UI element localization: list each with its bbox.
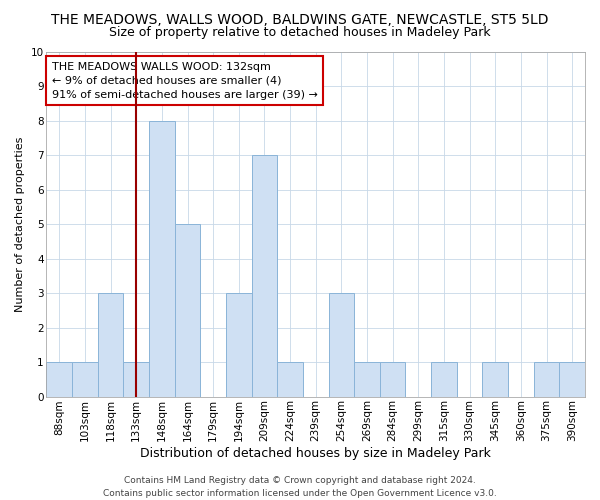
Bar: [329, 293, 354, 397]
Bar: [251, 155, 277, 396]
Bar: [149, 120, 175, 396]
Y-axis label: Number of detached properties: Number of detached properties: [15, 136, 25, 312]
Text: THE MEADOWS WALLS WOOD: 132sqm
← 9% of detached houses are smaller (4)
91% of se: THE MEADOWS WALLS WOOD: 132sqm ← 9% of d…: [52, 62, 318, 100]
Bar: [431, 362, 457, 396]
Bar: [98, 293, 124, 397]
Bar: [559, 362, 585, 396]
Bar: [534, 362, 559, 396]
Bar: [46, 362, 72, 396]
Text: Size of property relative to detached houses in Madeley Park: Size of property relative to detached ho…: [109, 26, 491, 39]
Bar: [277, 362, 303, 396]
X-axis label: Distribution of detached houses by size in Madeley Park: Distribution of detached houses by size …: [140, 447, 491, 460]
Text: Contains HM Land Registry data © Crown copyright and database right 2024.
Contai: Contains HM Land Registry data © Crown c…: [103, 476, 497, 498]
Bar: [124, 362, 149, 396]
Bar: [354, 362, 380, 396]
Bar: [380, 362, 406, 396]
Text: THE MEADOWS, WALLS WOOD, BALDWINS GATE, NEWCASTLE, ST5 5LD: THE MEADOWS, WALLS WOOD, BALDWINS GATE, …: [51, 12, 549, 26]
Bar: [72, 362, 98, 396]
Bar: [226, 293, 251, 397]
Bar: [175, 224, 200, 396]
Bar: [482, 362, 508, 396]
